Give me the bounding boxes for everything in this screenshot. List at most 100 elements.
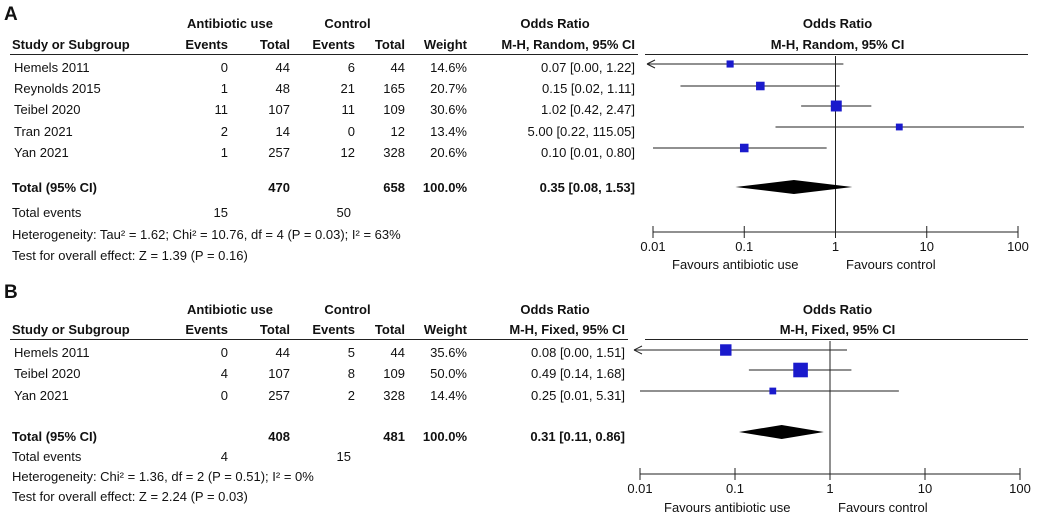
events-t: 11: [214, 102, 229, 117]
total-c: 109: [383, 366, 405, 381]
col-header-ci: M-H, Random, 95% CI: [501, 37, 635, 52]
favours-left-label: Favours antibiotic use: [672, 257, 799, 272]
total-weight: 100.0%: [422, 429, 467, 444]
col-header-total-c: Total: [374, 37, 405, 52]
x-tick-label: 100: [1009, 481, 1031, 496]
overall-effect-text: Test for overall effect: Z = 1.39 (P = 0…: [12, 248, 248, 263]
study-marker: [756, 81, 765, 91]
total-events-t: 4: [220, 449, 228, 464]
total-c: 44: [390, 345, 405, 360]
col-header-plot: M-H, Random, 95% CI: [770, 37, 905, 52]
study-name: Tran 2021: [14, 124, 73, 139]
events-c: 12: [340, 145, 355, 160]
total-c: 44: [390, 60, 405, 75]
events-c: 21: [340, 81, 355, 96]
weight: 35.6%: [430, 345, 467, 360]
group-header-treatment: Antibiotic use: [187, 302, 273, 317]
ci-arrow-left: [646, 59, 656, 69]
study-name: Teibel 2020: [14, 102, 81, 117]
total-ci-text: 0.35 [0.08, 1.53]: [539, 180, 635, 195]
total-c: 481: [383, 429, 405, 444]
ci-text: 5.00 [0.22, 115.05]: [527, 124, 635, 139]
weight: 50.0%: [430, 366, 467, 381]
x-tick-label: 1: [826, 481, 833, 496]
events-t: 1: [220, 81, 228, 96]
header-rule-plot: [645, 339, 1028, 340]
col-header-total-t: Total: [259, 322, 290, 337]
events-t: 0: [220, 388, 228, 403]
ci-text: 0.07 [0.00, 1.22]: [541, 60, 635, 75]
weight: 14.6%: [430, 60, 467, 75]
weight: 13.4%: [430, 124, 467, 139]
group-header-control: Control: [324, 16, 371, 31]
favours-right-label: Favours control: [838, 500, 928, 515]
total-events-label: Total events: [12, 449, 82, 464]
events-t: 2: [220, 124, 228, 139]
favours-left-label: Favours antibiotic use: [664, 500, 791, 515]
panel-label: B: [4, 282, 18, 303]
total-c: 109: [383, 102, 405, 117]
study-marker: [739, 143, 749, 153]
total-events-t: 15: [213, 205, 228, 220]
overall-effect-text: Test for overall effect: Z = 2.24 (P = 0…: [12, 489, 248, 504]
total-t: 44: [275, 60, 290, 75]
group-header-effect: Odds Ratio: [520, 16, 590, 31]
x-tick-label: 10: [920, 239, 934, 254]
group-header-treatment: Antibiotic use: [187, 16, 273, 31]
group-header-control: Control: [324, 302, 371, 317]
forest-panel-a: A Antibiotic use Control Odds Ratio Odds…: [4, 4, 1029, 272]
total-weight: 100.0%: [422, 180, 467, 195]
total-c: 12: [390, 124, 405, 139]
col-header-total-t: Total: [259, 37, 290, 52]
forest-plot-a: 0.01 0.1 1 10 100: [640, 56, 1029, 254]
total-ci-text: 0.31 [0.11, 0.86]: [530, 429, 625, 444]
study-name: Yan 2021: [14, 145, 69, 160]
col-header-plot: M-H, Fixed, 95% CI: [779, 322, 896, 337]
total-t: 48: [275, 81, 290, 96]
col-header-weight: Weight: [423, 37, 467, 52]
total-t: 44: [275, 345, 290, 360]
total-label: Total (95% CI): [12, 180, 97, 195]
col-header-events-c: Events: [312, 322, 355, 337]
study-marker: [895, 123, 903, 131]
pooled-diamond: [735, 180, 853, 194]
total-c: 658: [383, 180, 405, 195]
events-t: 4: [220, 366, 228, 381]
ci-text: 0.10 [0.01, 0.80]: [541, 145, 635, 160]
header-rule: [10, 54, 638, 55]
total-c: 328: [383, 388, 405, 403]
col-header-events-t: Events: [185, 37, 228, 52]
total-t: 470: [268, 180, 290, 195]
x-tick-label: 0.1: [726, 481, 744, 496]
weight: 14.4%: [430, 388, 467, 403]
events-t: 0: [220, 345, 228, 360]
total-t: 107: [268, 366, 290, 381]
total-events-label: Total events: [12, 205, 82, 220]
total-c: 165: [383, 81, 405, 96]
weight: 30.6%: [430, 102, 467, 117]
weight: 20.6%: [430, 145, 467, 160]
col-header-weight: Weight: [423, 322, 467, 337]
ci-text: 0.25 [0.01, 5.31]: [531, 388, 625, 403]
total-events-c: 15: [336, 449, 351, 464]
total-t: 14: [275, 124, 290, 139]
study-marker: [830, 100, 842, 112]
study-marker: [793, 362, 808, 378]
col-header-ci: M-H, Fixed, 95% CI: [509, 322, 625, 337]
favours-right-label: Favours control: [846, 257, 936, 272]
header-rule-plot: [645, 54, 1028, 55]
total-c: 328: [383, 145, 405, 160]
group-header-effect: Odds Ratio: [520, 302, 590, 317]
events-c: 5: [347, 345, 355, 360]
ci-text: 0.15 [0.02, 1.11]: [542, 81, 635, 96]
x-tick-label: 0.1: [735, 239, 753, 254]
ci-text: 1.02 [0.42, 2.47]: [541, 102, 635, 117]
events-c: 8: [347, 366, 355, 381]
x-tick-label: 1: [832, 239, 839, 254]
events-c: 6: [347, 60, 355, 75]
total-t: 107: [268, 102, 290, 117]
x-tick-label: 10: [918, 481, 932, 496]
x-tick-label: 0.01: [627, 481, 652, 496]
study-name: Teibel 2020: [14, 366, 81, 381]
heterogeneity-text: Heterogeneity: Tau² = 1.62; Chi² = 10.76…: [12, 227, 401, 242]
